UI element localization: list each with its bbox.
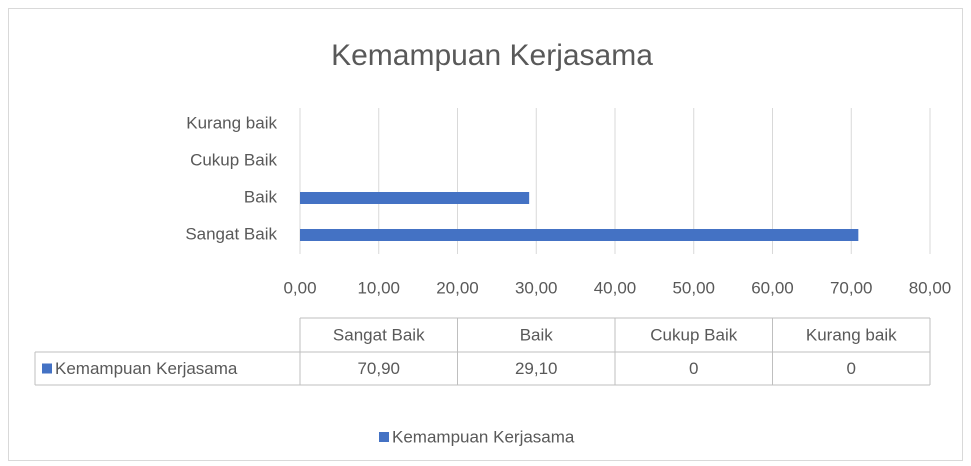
bar	[300, 229, 859, 241]
x-tick-label: 50,00	[672, 278, 715, 297]
x-tick-label: 40,00	[594, 278, 637, 297]
x-tick-label: 30,00	[515, 278, 558, 297]
table-series-name: Kemampuan Kerjasama	[55, 359, 238, 378]
table-header: Kurang baik	[806, 325, 897, 344]
x-tick-label: 20,00	[436, 278, 479, 297]
y-tick-label: Baik	[244, 187, 278, 206]
y-tick-label: Cukup Baik	[190, 150, 277, 169]
x-tick-label: 0,00	[283, 278, 316, 297]
table-header: Baik	[520, 325, 554, 344]
table-header: Sangat Baik	[333, 325, 425, 344]
legend-key	[379, 432, 389, 442]
table-value: 0	[689, 359, 698, 378]
table-value: 0	[847, 359, 856, 378]
x-tick-label: 60,00	[751, 278, 794, 297]
legend-label: Kemampuan Kerjasama	[392, 427, 575, 446]
table-value: 70,90	[357, 359, 400, 378]
y-tick-label: Kurang baik	[186, 113, 277, 132]
chart-title: Kemampuan Kerjasama	[331, 39, 653, 72]
x-tick-label: 80,00	[909, 278, 952, 297]
table-value: 29,10	[515, 359, 558, 378]
x-tick-label: 70,00	[830, 278, 873, 297]
y-tick-label: Sangat Baik	[185, 224, 277, 243]
x-tick-label: 10,00	[357, 278, 400, 297]
bar	[300, 192, 530, 204]
table-legend-key	[42, 363, 52, 374]
table-header: Cukup Baik	[650, 325, 737, 344]
